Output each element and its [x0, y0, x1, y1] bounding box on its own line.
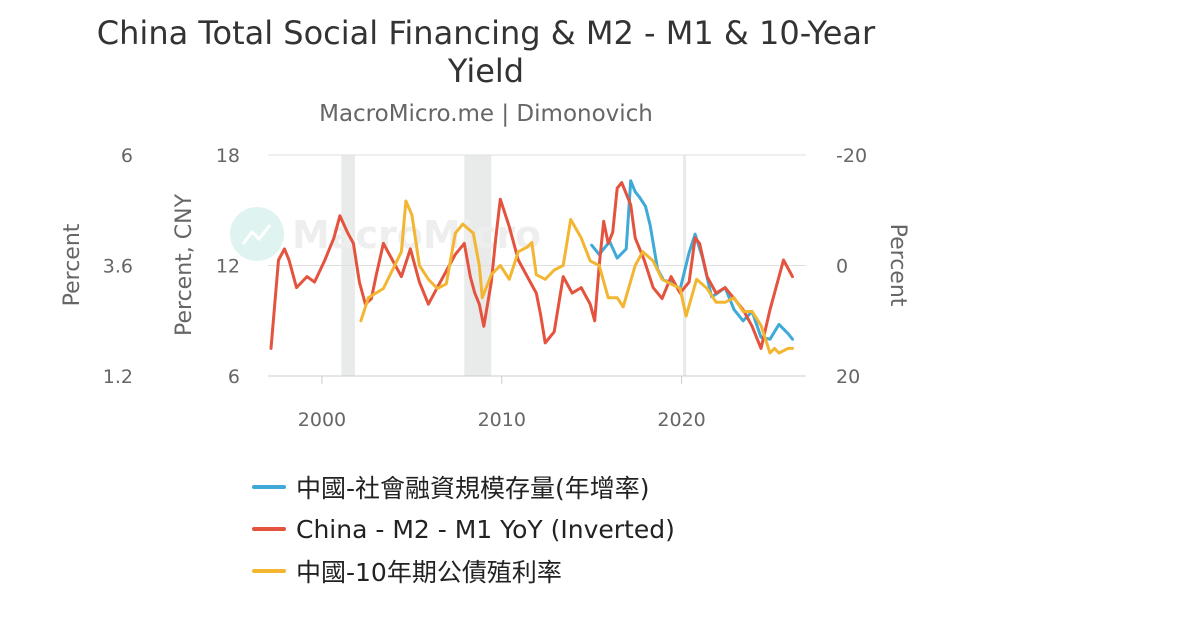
legend-swatch-yield	[252, 569, 286, 573]
x-axis	[268, 375, 806, 384]
legend: 中國-社會融資規模存量(年增率) China - M2 - M1 YoY (In…	[252, 466, 952, 592]
series-lines	[269, 179, 794, 355]
axis-ticks: 6 3.6 1.2 18 12 6 -20 0 20 2000 2010 2020	[103, 145, 867, 431]
watermark-logo-icon	[230, 207, 284, 261]
legend-item-yield[interactable]: 中國-10年期公債殖利率	[252, 550, 952, 592]
left-inner-axis-tick-label: 12	[216, 256, 240, 278]
axis-titles: Percent Percent, CNY Percent	[60, 193, 910, 336]
chart-subtitle: MacroMicro.me | Dimonovich	[319, 101, 653, 127]
watermark-trend-icon	[241, 224, 272, 245]
series-line-3	[359, 199, 794, 355]
right-axis-title: Percent	[885, 224, 910, 307]
legend-swatch-tsf	[252, 485, 286, 489]
chart-title: China Total Social Financing & M2 - M1 &…	[96, 14, 876, 90]
right-axis-tick-label: 0	[836, 256, 848, 278]
legend-label-yield: 中國-10年期公債殖利率	[296, 558, 562, 587]
right-axis-tick-label: 20	[836, 366, 860, 388]
left-outer-axis-tick-label: 6	[121, 145, 133, 167]
legend-swatch-m2-m1	[252, 527, 286, 531]
left-inner-axis-tick-label: 18	[216, 145, 240, 167]
x-axis-tick-label: 2020	[657, 409, 705, 431]
right-axis-tick-label: -20	[836, 145, 867, 167]
legend-label-m2-m1: China - M2 - M1 YoY (Inverted)	[296, 514, 675, 544]
left-outer-axis-title: Percent	[60, 223, 85, 306]
left-inner-axis-title: Percent, CNY	[172, 193, 197, 336]
left-outer-axis-tick-label: 1.2	[103, 366, 133, 388]
legend-item-tsf[interactable]: 中國-社會融資規模存量(年增率)	[252, 466, 952, 508]
x-axis-tick-label: 2010	[478, 409, 526, 431]
legend-label-tsf: 中國-社會融資規模存量(年增率)	[296, 474, 650, 503]
x-axis-tick-label: 2000	[298, 409, 346, 431]
left-inner-axis-tick-label: 6	[228, 366, 240, 388]
left-outer-axis-tick-label: 3.6	[103, 256, 133, 278]
legend-item-m2-m1[interactable]: China - M2 - M1 YoY (Inverted)	[252, 508, 952, 550]
series-line-2	[269, 181, 794, 350]
series-line-1	[590, 179, 794, 341]
